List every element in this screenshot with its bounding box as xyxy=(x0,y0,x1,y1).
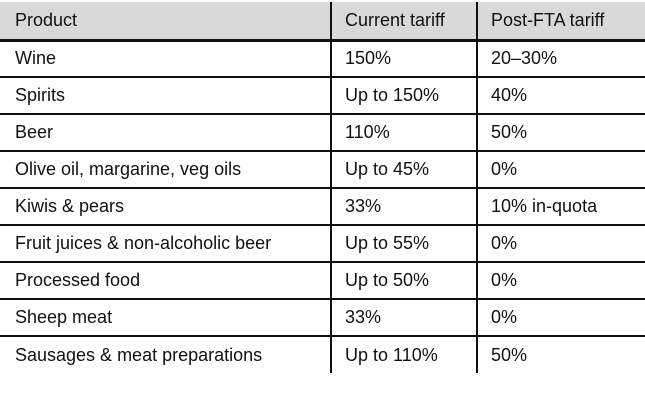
cell-product: Processed food xyxy=(0,262,331,300)
cell-current-tariff: Up to 50% xyxy=(330,262,477,300)
cell-current-tariff: Up to 55% xyxy=(330,225,477,263)
cell-post-fta-tariff: 0% xyxy=(476,299,645,337)
column-header-post-fta-tariff: Post-FTA tariff xyxy=(476,2,645,42)
cell-current-tariff: 150% xyxy=(330,40,477,78)
header-row: Product Current tariff Post-FTA tariff xyxy=(0,2,645,42)
column-header-product: Product xyxy=(0,2,331,42)
table-row: Wine 150% 20–30% xyxy=(0,40,645,78)
cell-product: Olive oil, margarine, veg oils xyxy=(0,151,331,189)
cell-current-tariff: 33% xyxy=(330,188,477,226)
cell-current-tariff: 33% xyxy=(330,299,477,337)
cell-post-fta-tariff: 0% xyxy=(476,225,645,263)
table-row: Sausages & meat preparations Up to 110% 50… xyxy=(0,336,645,373)
column-header-current-tariff: Current tariff xyxy=(330,2,477,42)
table-row: Sheep meat 33% 0% xyxy=(0,299,645,337)
cell-current-tariff: 110% xyxy=(330,114,477,152)
cell-post-fta-tariff: 50% xyxy=(476,114,645,152)
cell-post-fta-tariff: 20–30% xyxy=(476,40,645,78)
cell-current-tariff: Up to 150% xyxy=(330,77,477,115)
cell-product: Sheep meat xyxy=(0,299,331,337)
table-row: Spirits Up to 150% 40% xyxy=(0,77,645,115)
cell-current-tariff: Up to 45% xyxy=(330,151,477,189)
table-row: Olive oil, margarine, veg oils Up to 45% 0… xyxy=(0,151,645,189)
table-row: Fruit juices & non-alcoholic beer Up to 5… xyxy=(0,225,645,263)
table-row: Beer 110% 50% xyxy=(0,114,645,152)
cell-product: Sausages & meat preparations xyxy=(15,344,263,365)
table-body: Wine 150% 20–30% Spirits Up to 150% 40% Beer 11… xyxy=(0,40,645,373)
cell-current-tariff: Up to 110% xyxy=(330,336,477,373)
cell-post-fta-tariff: 10% in-quota xyxy=(476,188,645,226)
table-row: Kiwis & pears 33% 10% in-quota xyxy=(0,188,645,226)
cell-post-fta-tariff: 50% xyxy=(476,336,645,373)
cell-product: Kiwis & pears xyxy=(0,188,331,226)
cell-product: Fruit juices & non-alcoholic beer xyxy=(0,225,331,263)
cell-post-fta-tariff: 0% xyxy=(476,151,645,189)
cell-product: Wine xyxy=(0,40,331,78)
cell-product: Beer xyxy=(0,114,331,152)
cell-product: Spirits xyxy=(0,77,331,115)
cell-post-fta-tariff: 0% xyxy=(476,262,645,300)
tariff-table: Product Current tariff Post-FTA tariff W… xyxy=(0,2,645,373)
cell-post-fta-tariff: 40% xyxy=(476,77,645,115)
table-row: Processed food Up to 50% 0% xyxy=(0,262,645,300)
